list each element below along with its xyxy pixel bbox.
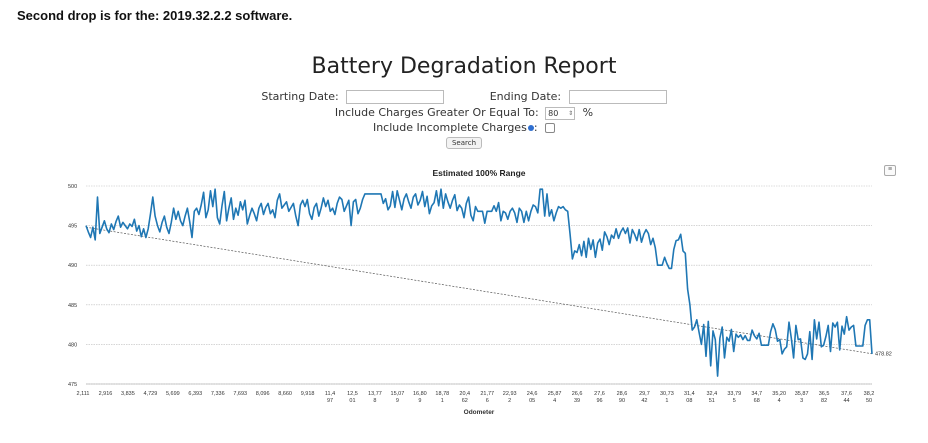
x-tick-label: 8,096: [256, 391, 270, 397]
x-tick-label: 25,87: [548, 391, 562, 397]
starting-date-label: Starting Date:: [261, 90, 339, 103]
y-axis-ticks: 475 480 485 490 495 500: [68, 184, 77, 388]
x-tick-label: 21,77: [480, 391, 494, 397]
x-tick-label: 12,5: [347, 391, 358, 397]
hamburger-menu-icon[interactable]: ≡: [884, 165, 896, 176]
x-tick-label: 1: [441, 398, 444, 404]
x-tick-label: 4,729: [143, 391, 157, 397]
x-axis-ticks: 2,111 2,916 3,835 4,729 5,699 6,393 7,336 7,693…: [77, 391, 875, 404]
x-tick-label: 8,660: [278, 391, 292, 397]
x-tick-label: 4: [553, 398, 556, 404]
x-tick-label: 15,07: [391, 391, 405, 397]
x-tick-label: 08: [686, 398, 692, 404]
incomplete-charges-colon: :: [533, 121, 538, 134]
x-tick-label: 97: [327, 398, 333, 404]
x-tick-label: 7,693: [233, 391, 247, 397]
search-button[interactable]: Search: [445, 137, 483, 149]
x-tick-label: 16,80: [413, 391, 427, 397]
x-tick-label: 34,7: [751, 391, 762, 397]
page-title: Battery Degradation Report: [311, 54, 617, 79]
x-tick-label: 01: [349, 398, 355, 404]
x-tick-label: 2: [508, 398, 511, 404]
x-tick-label: 32,4: [706, 391, 717, 397]
report-panel: [12, 36, 916, 438]
x-tick-label: 4: [778, 398, 781, 404]
x-tick-label: 38,2: [864, 391, 875, 397]
charges-threshold-label: Include Charges Greater Or Equal To:: [334, 106, 539, 119]
x-tick-label: 9,918: [301, 391, 315, 397]
date-filter-row: Starting Date: Ending Date:: [0, 90, 928, 104]
y-tick-label: 495: [68, 224, 77, 230]
x-tick-label: 26,6: [572, 391, 583, 397]
x-tick-label: 37,6: [841, 391, 852, 397]
end-value-label: 478.82: [875, 352, 892, 358]
y-tick-label: 490: [68, 263, 77, 269]
x-tick-label: 8: [373, 398, 376, 404]
x-tick-label: 1: [665, 398, 668, 404]
ending-date-field[interactable]: [568, 90, 667, 104]
x-tick-label: 9: [396, 398, 399, 404]
x-tick-label: 44: [843, 398, 849, 404]
x-tick-label: 2,916: [99, 391, 113, 397]
x-tick-label: 18,78: [435, 391, 449, 397]
incomplete-charges-label: Include Incomplete Charges: [372, 121, 527, 134]
stepper-arrows-icon[interactable]: ⇕: [568, 109, 574, 117]
incomplete-charges-row: Include Incomplete Charges:: [0, 121, 928, 134]
y-tick-label: 475: [68, 382, 77, 388]
x-tick-label: 35,20: [772, 391, 786, 397]
info-dot-icon[interactable]: [527, 125, 534, 131]
x-tick-label: 22,93: [503, 391, 517, 397]
x-tick-label: 7,336: [211, 391, 225, 397]
x-tick-label: 2,111: [77, 391, 90, 397]
x-tick-label: 50: [866, 398, 872, 404]
chart-title: Estimated 100% Range: [432, 168, 525, 178]
x-tick-label: 20,4: [459, 391, 470, 397]
charges-filter-row: Include Charges Greater Or Equal To: 80 …: [0, 106, 928, 120]
x-tick-label: 35,87: [795, 391, 809, 397]
chart-grid: [86, 185, 872, 385]
x-tick-label: 3,835: [121, 391, 135, 397]
x-tick-label: 42: [641, 398, 647, 404]
x-tick-label: 39: [574, 398, 580, 404]
x-tick-label: 30,73: [660, 391, 674, 397]
charges-threshold-stepper[interactable]: 80 ⇕: [545, 106, 576, 120]
x-tick-label: 68: [754, 398, 760, 404]
x-tick-label: 5,699: [166, 391, 180, 397]
incomplete-charges-checkbox[interactable]: [545, 123, 556, 133]
percent-sign: %: [582, 106, 594, 119]
ending-date-label: Ending Date:: [489, 90, 562, 103]
x-tick-label: 33,79: [727, 391, 741, 397]
x-tick-label: 96: [596, 398, 602, 404]
x-tick-label: 27,6: [594, 391, 605, 397]
screenshot-caption: Second drop is for the: 2019.32.2.2 soft…: [17, 8, 293, 23]
x-tick-label: 05: [529, 398, 535, 404]
y-tick-label: 480: [68, 342, 77, 348]
x-tick-label: 5: [733, 398, 736, 404]
x-tick-label: 6: [486, 398, 489, 404]
x-tick-label: 3: [800, 398, 803, 404]
x-tick-label: 36,5: [819, 391, 830, 397]
x-axis-title: Odometer: [464, 409, 495, 416]
x-tick-label: 6,393: [188, 391, 202, 397]
series-line: [85, 188, 873, 377]
x-tick-label: 90: [619, 398, 625, 404]
x-tick-label: 51: [709, 398, 715, 404]
x-tick-label: 13,77: [368, 391, 382, 397]
x-tick-label: 24,6: [527, 391, 538, 397]
x-tick-label: 28,6: [617, 391, 628, 397]
x-tick-label: 9: [418, 398, 421, 404]
x-tick-label: 62: [462, 398, 468, 404]
y-tick-label: 500: [68, 184, 77, 190]
starting-date-field[interactable]: [346, 90, 445, 104]
x-tick-label: 82: [821, 398, 827, 404]
x-tick-label: 29,7: [639, 391, 650, 397]
x-tick-label: 11,4: [325, 391, 335, 397]
y-tick-label: 485: [68, 303, 77, 309]
trendline: [85, 226, 873, 355]
x-tick-label: 31,4: [684, 391, 695, 397]
search-row: Search: [0, 135, 928, 149]
charges-threshold-value: 80: [548, 108, 559, 118]
